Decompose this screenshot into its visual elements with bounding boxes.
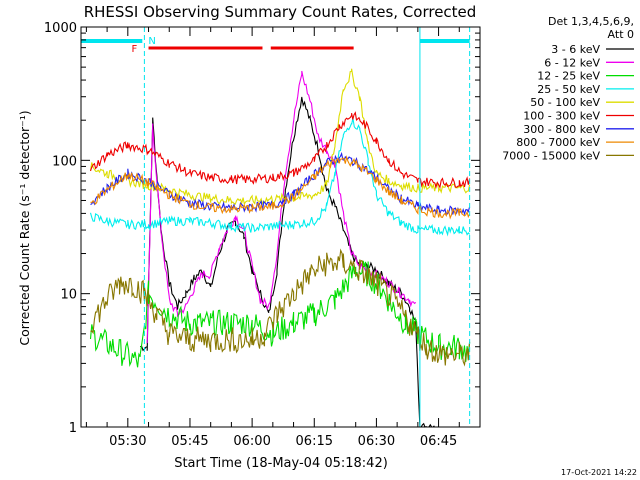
series-line-300-800-kev [90, 151, 471, 217]
night-flag-label: N [148, 36, 155, 47]
series-line-800-7000-kev [90, 155, 471, 220]
x-tick-label: 05:45 [171, 434, 208, 449]
x-tick-label: 06:15 [296, 434, 333, 449]
legend-label-3-6-kev: 3 - 6 keV [551, 43, 600, 56]
legend-label-25-50-kev: 25 - 50 keV [537, 83, 600, 96]
x-tick-label: 06:30 [358, 434, 395, 449]
y-tick-label: 1 [69, 421, 77, 436]
x-tick-label: 06:45 [420, 434, 457, 449]
legend-header-line: Det 1,3,4,5,6,9, [548, 15, 634, 28]
legend-label-100-300-kev: 100 - 300 keV [523, 110, 600, 123]
y-tick-label: 100 [52, 154, 77, 169]
series-line-100-300-kev [89, 111, 471, 190]
data-layer [89, 68, 471, 428]
flare-flag-label: F [132, 44, 138, 55]
x-tick-label: 06:00 [233, 434, 270, 449]
plot-frame [80, 26, 481, 428]
x-tick-label: 05:30 [109, 434, 146, 449]
axis-layer: 1 10 100 1000 05:30 05:45 06:00 06:15 06:30 06:45 [44, 21, 481, 449]
legend-label-7000-15000-kev: 7000 - 15000 keV [502, 149, 600, 162]
legend-header-line: Att 0 [608, 28, 634, 41]
y-tick-label: 10 [60, 288, 77, 303]
legend-label-6-12-kev: 6 - 12 keV [544, 56, 600, 69]
series-line-25-50-kev [89, 118, 471, 237]
y-axis-label: Corrected Count Rate (s⁻¹ detector⁻¹) [17, 110, 32, 345]
series-line-7000-15000-kev [90, 248, 471, 367]
flag-layer: NF [81, 27, 471, 427]
y-tick-label: 1000 [44, 21, 77, 36]
legend-label-50-100-kev: 50 - 100 keV [530, 96, 600, 109]
legend-label-800-7000-kev: 800 - 7000 keV [516, 136, 600, 149]
series-line-3-6-kev [139, 96, 435, 428]
timestamp: 17-Oct-2021 14:22 [561, 468, 637, 477]
legend-label-12-25-kev: 12 - 25 keV [537, 70, 600, 83]
x-axis-label: Start Time (18-May-04 05:18:42) [174, 456, 388, 471]
chart-title: RHESSI Observing Summary Count Rates, Co… [84, 3, 477, 21]
legend-label-300-800-kev: 300 - 800 keV [523, 123, 600, 136]
